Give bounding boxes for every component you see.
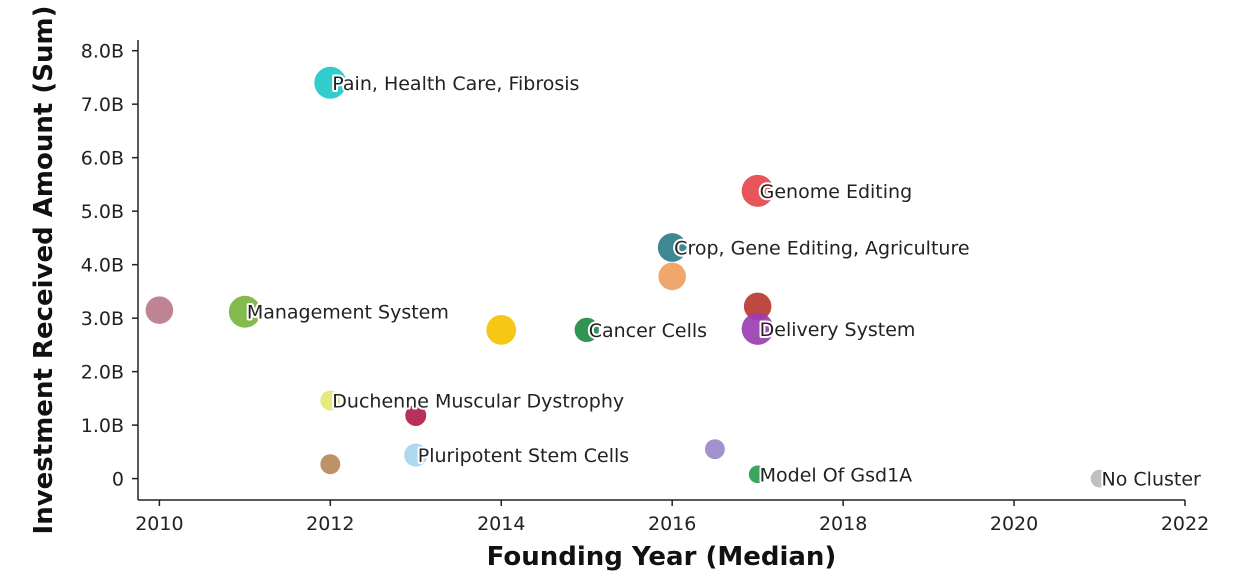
x-tick-label: 2014 <box>477 513 525 535</box>
y-axis-title: Investment Received Amount (Sum) <box>29 6 59 535</box>
y-tick-label: 0 <box>112 469 124 491</box>
data-point[interactable] <box>741 174 774 207</box>
point-label: Pain, Health Care, Fibrosis <box>332 73 579 95</box>
point-label: Duchenne Muscular Dystrophy <box>332 391 624 413</box>
point-label: Crop, Gene Editing, Agriculture <box>674 238 969 260</box>
data-point[interactable] <box>486 315 517 345</box>
data-point[interactable] <box>228 295 261 328</box>
data-point[interactable] <box>404 443 428 467</box>
x-tick-label: 2010 <box>135 513 183 535</box>
data-point[interactable] <box>657 233 687 262</box>
y-axis-ticks: 0 1.0B 2.0B 3.0B 4.0B 5.0B 6.0B 7.0B 8.0B <box>81 41 138 491</box>
point-label: Model Of Gsd1A <box>760 464 913 486</box>
y-tick-label: 8.0B <box>81 41 124 63</box>
point-label: Delivery System <box>760 319 916 341</box>
data-point[interactable] <box>320 454 341 475</box>
y-tick-label: 7.0B <box>81 94 124 116</box>
point-labels-layer: Pain, Health Care, Fibrosis Genome Editin… <box>245 71 1203 493</box>
x-axis-ticks: 2010 2012 2014 2016 2018 2020 2022 <box>135 500 1209 535</box>
x-tick-label: 2016 <box>648 513 696 535</box>
point-label: No Cluster <box>1102 469 1202 491</box>
y-tick-label: 3.0B <box>81 308 124 330</box>
point-label: Management System <box>247 302 449 324</box>
y-tick-label: 4.0B <box>81 255 124 277</box>
y-tick-label: 5.0B <box>81 201 124 223</box>
y-tick-label: 6.0B <box>81 148 124 170</box>
data-point[interactable] <box>748 465 767 484</box>
point-label: Genome Editing <box>760 181 913 203</box>
data-point[interactable] <box>1090 469 1109 488</box>
point-label: Cancer Cells <box>589 320 707 342</box>
y-tick-label: 2.0B <box>81 362 124 384</box>
data-point[interactable] <box>743 292 772 321</box>
data-point[interactable] <box>741 312 774 345</box>
data-point[interactable] <box>574 317 599 343</box>
x-axis-title: Founding Year (Median) <box>487 542 837 572</box>
data-point[interactable] <box>320 390 341 411</box>
points-layer <box>145 66 1109 488</box>
x-tick-label: 2018 <box>819 513 867 535</box>
x-tick-label: 2012 <box>306 513 354 535</box>
data-point[interactable] <box>704 439 725 460</box>
data-point[interactable] <box>145 296 174 324</box>
data-point[interactable] <box>405 404 427 426</box>
data-point[interactable] <box>658 262 686 291</box>
point-label: Pluripotent Stem Cells <box>418 445 629 467</box>
y-tick-label: 1.0B <box>81 415 124 437</box>
x-tick-label: 2020 <box>990 513 1038 535</box>
x-tick-label: 2022 <box>1161 513 1209 535</box>
data-point[interactable] <box>314 66 347 99</box>
